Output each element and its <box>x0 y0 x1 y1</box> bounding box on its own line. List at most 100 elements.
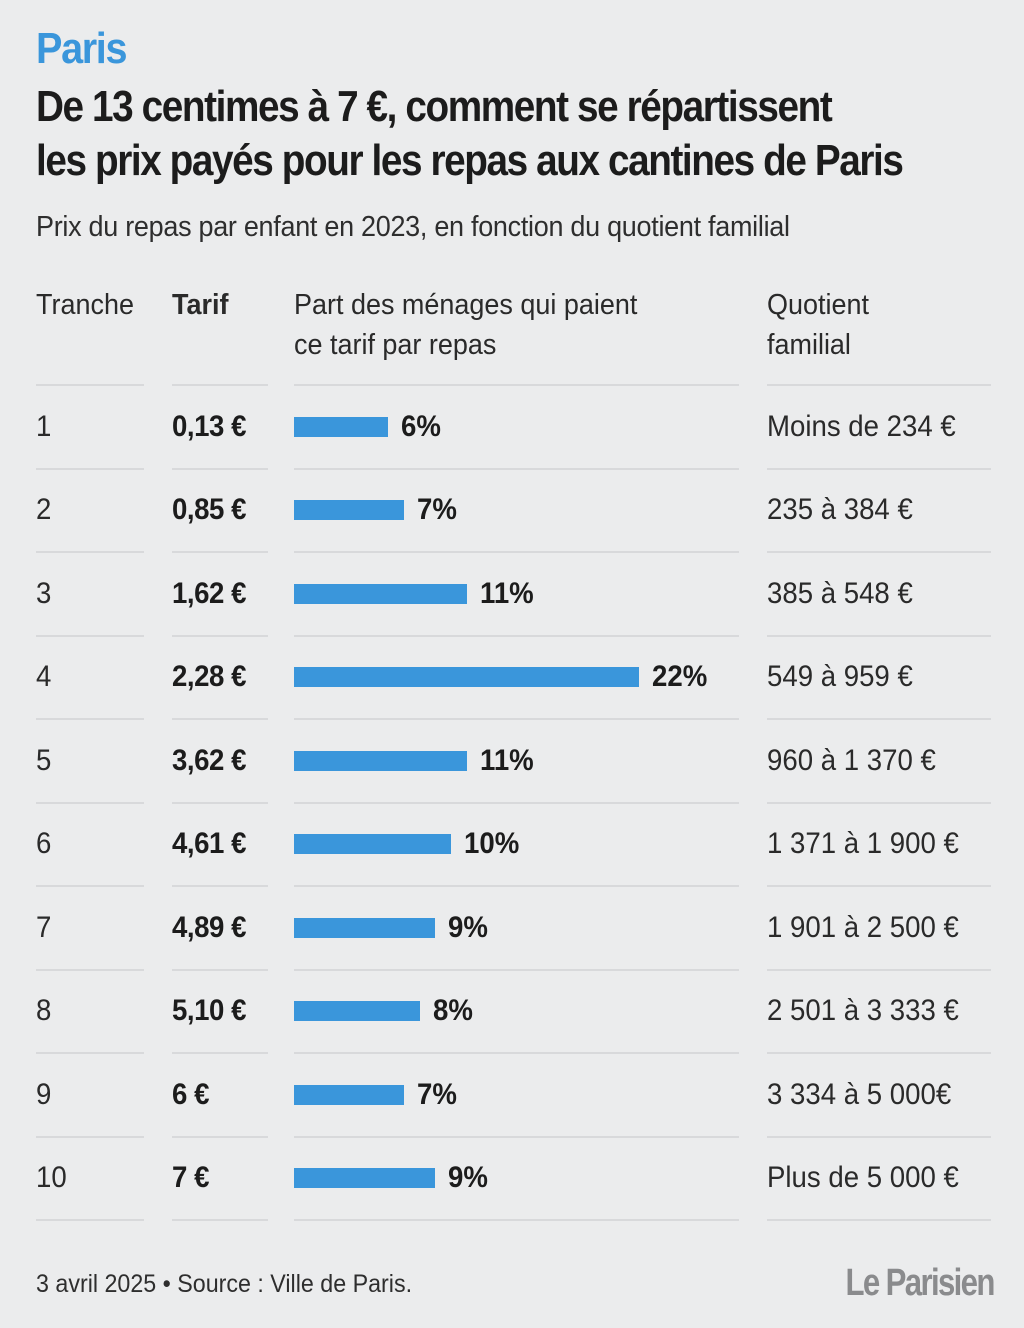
tarif-cell: 3,62 € <box>172 743 246 777</box>
quotient-cell: 960 à 1 370 € <box>767 743 936 777</box>
quotient-cell: 549 à 959 € <box>767 660 913 694</box>
tranche-cell: 10 <box>36 1161 67 1195</box>
title-line-1: De 13 centimes à 7 €, comment se réparti… <box>36 82 833 131</box>
tarif-cell: 7 € <box>172 1161 210 1195</box>
share-bar <box>294 917 436 938</box>
row-divider <box>294 718 739 720</box>
share-bar <box>294 834 451 855</box>
row-divider <box>36 467 144 470</box>
quotient-cell: Plus de 5 000 € <box>767 1161 959 1195</box>
share-label: 10% <box>464 827 520 861</box>
tranche-cell: 7 <box>36 910 52 944</box>
row-divider <box>767 1219 991 1221</box>
tranche-cell: 8 <box>36 994 52 1028</box>
quotient-cell: 385 à 548 € <box>767 576 913 610</box>
row-divider <box>767 551 991 553</box>
row-divider <box>767 718 991 720</box>
row-divider <box>767 384 991 386</box>
tarif-cell: 0,85 € <box>172 493 246 527</box>
share-label: 7% <box>416 493 457 527</box>
tranche-cell: 3 <box>36 576 52 610</box>
column-header-part-line-2: ce tarif par repas <box>294 329 497 361</box>
share-bar <box>294 583 467 604</box>
tarif-cell: 2,28 € <box>172 660 246 694</box>
row-divider <box>172 1135 268 1138</box>
row-divider <box>767 885 991 887</box>
column-header-tranche: Tranche <box>36 289 134 321</box>
row-divider <box>294 1052 739 1054</box>
quotient-cell: Moins de 234 € <box>767 409 956 443</box>
column-header-quotient-line-2: familial <box>767 329 851 361</box>
row-divider <box>767 634 991 637</box>
title-line-2: les prix payés pour les repas aux cantin… <box>36 136 904 185</box>
share-bar <box>294 1001 420 1022</box>
le-parisien-logo: Le Parisien <box>845 1262 996 1304</box>
chart-subtitle: Prix du repas par enfant en 2023, en fon… <box>36 211 790 243</box>
share-bar <box>294 667 640 688</box>
row-divider <box>294 885 739 887</box>
quotient-cell: 2 501 à 3 333 € <box>767 994 959 1028</box>
share-label: 6% <box>401 409 442 443</box>
row-divider <box>36 1135 144 1138</box>
quotient-cell: 3 334 à 5 000€ <box>767 1077 952 1111</box>
row-divider <box>36 801 144 804</box>
tranche-cell: 9 <box>36 1077 52 1111</box>
row-divider <box>294 801 739 804</box>
row-divider <box>36 718 144 720</box>
row-divider <box>172 718 268 720</box>
row-divider <box>294 551 739 553</box>
column-header-part-line-1: Part des ménages qui paient <box>294 289 638 321</box>
row-divider <box>172 801 268 804</box>
share-label: 11% <box>479 576 534 610</box>
row-divider <box>294 467 739 470</box>
row-divider <box>172 551 268 553</box>
column-header-tarif: Tarif <box>172 289 229 321</box>
share-label: 22% <box>652 660 708 694</box>
tarif-cell: 0,13 € <box>172 409 246 443</box>
row-divider <box>767 467 991 470</box>
share-bar <box>294 1084 404 1105</box>
row-divider <box>36 384 144 386</box>
column-header-quotient-line-1: Quotient <box>767 289 869 321</box>
share-label: 9% <box>448 1161 489 1195</box>
share-bar <box>294 416 389 437</box>
quotient-cell: 1 371 à 1 900 € <box>767 827 959 861</box>
tarif-cell: 1,62 € <box>172 576 246 610</box>
tarif-cell: 4,61 € <box>172 827 246 861</box>
share-label: 8% <box>432 994 473 1028</box>
share-bar <box>294 1168 436 1189</box>
tranche-cell: 1 <box>36 409 52 443</box>
source-note: 3 avril 2025 • Source : Ville de Paris. <box>36 1270 413 1298</box>
quotient-cell: 235 à 384 € <box>767 493 913 527</box>
row-divider <box>36 968 144 971</box>
row-divider <box>294 1135 739 1138</box>
row-divider <box>172 634 268 637</box>
row-divider <box>294 968 739 971</box>
row-divider <box>294 1219 739 1221</box>
tarif-cell: 6 € <box>172 1077 210 1111</box>
share-bar <box>294 750 467 771</box>
row-divider <box>172 1219 268 1221</box>
row-divider <box>172 1052 268 1054</box>
tranche-cell: 5 <box>36 743 52 777</box>
row-divider <box>172 968 268 971</box>
share-label: 9% <box>448 910 489 944</box>
share-label: 11% <box>479 743 534 777</box>
row-divider <box>172 467 268 470</box>
kicker: Paris <box>36 24 127 73</box>
tarif-cell: 4,89 € <box>172 910 246 944</box>
row-divider <box>36 551 144 553</box>
column-header-quotient: Quotient familial <box>767 285 869 365</box>
quotient-cell: 1 901 à 2 500 € <box>767 910 959 944</box>
column-header-part: Part des ménages qui paient ce tarif par… <box>294 285 637 365</box>
row-divider <box>36 1052 144 1054</box>
row-divider <box>767 1135 991 1138</box>
row-divider <box>294 634 739 637</box>
row-divider <box>172 885 268 887</box>
tarif-cell: 5,10 € <box>172 994 246 1028</box>
row-divider <box>36 885 144 887</box>
row-divider <box>767 968 991 971</box>
row-divider <box>767 801 991 804</box>
share-bar <box>294 500 404 521</box>
row-divider <box>294 384 739 386</box>
